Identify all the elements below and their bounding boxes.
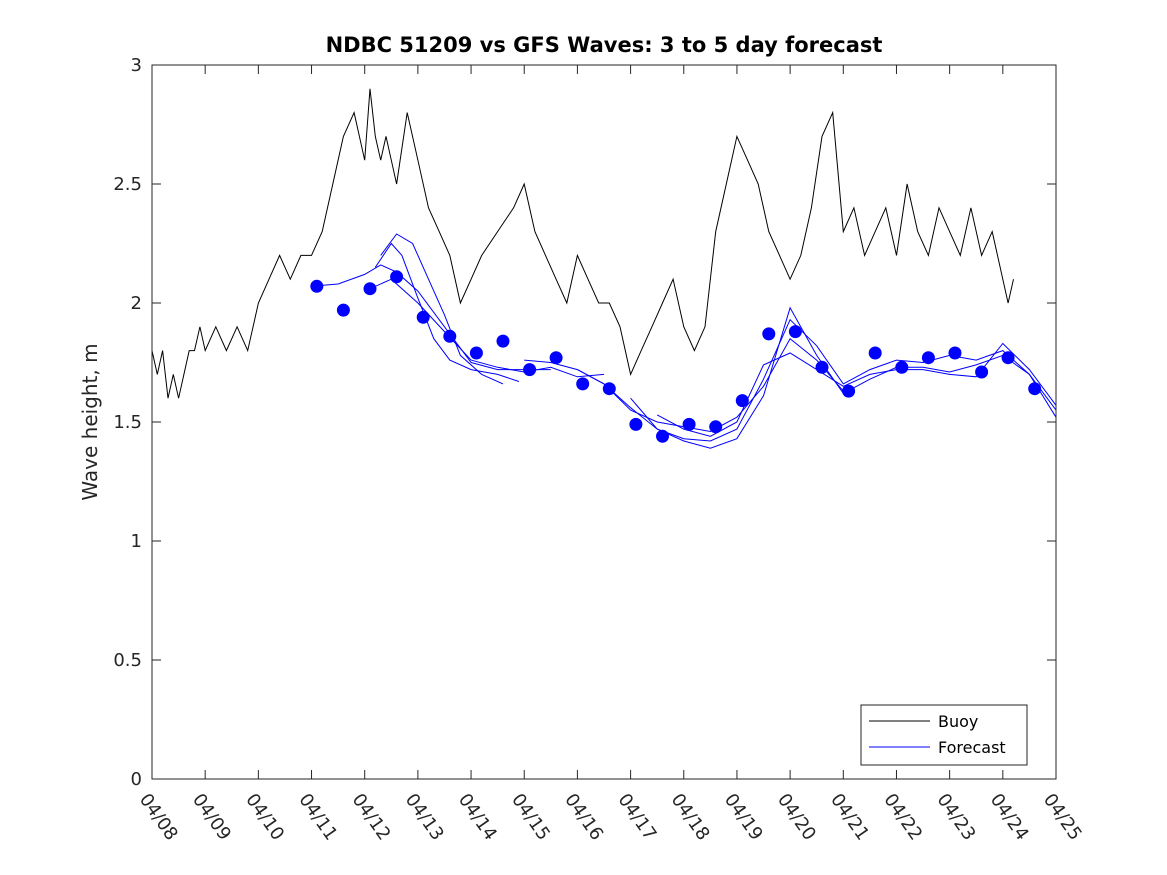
forecast-marker <box>469 346 483 360</box>
forecast-run-line-3 <box>380 233 504 385</box>
forecast-marker <box>443 329 457 343</box>
y-tick-label: 1.5 <box>113 412 142 433</box>
forecast-marker <box>975 365 989 379</box>
y-axis-label: Wave height, m <box>78 343 102 500</box>
forecast-marker <box>868 346 882 360</box>
forecast-marker <box>709 420 723 434</box>
forecast-marker <box>921 351 935 365</box>
forecast-run-line-2 <box>374 242 520 382</box>
forecast-marker <box>735 394 749 408</box>
forecast-marker <box>336 303 350 317</box>
chart-title: NDBC 51209 vs GFS Waves: 3 to 5 day fore… <box>326 33 883 57</box>
y-tick-label: 2 <box>131 293 142 314</box>
forecast-marker <box>948 346 962 360</box>
forecast-marker <box>523 363 537 377</box>
legend-forecast-label: Forecast <box>938 738 1006 757</box>
forecast-marker <box>390 270 404 284</box>
forecast-run-line-1 <box>364 278 605 378</box>
forecast-marker <box>682 417 696 431</box>
plot-area <box>152 65 1056 779</box>
forecast-marker <box>602 382 616 396</box>
forecast-run-line-7 <box>656 342 1057 437</box>
forecast-marker <box>895 360 909 374</box>
legend-buoy-label: Buoy <box>938 712 978 731</box>
series-layer <box>151 88 1057 449</box>
legend-box <box>860 704 1028 766</box>
y-tick-label: 0.5 <box>113 650 142 671</box>
legend: Buoy Forecast <box>860 704 1028 766</box>
forecast-marker <box>656 429 669 443</box>
forecast-marker <box>310 279 324 293</box>
forecast-marker <box>842 384 856 398</box>
forecast-marker <box>576 377 590 391</box>
forecast-marker <box>1001 351 1015 365</box>
forecast-marker <box>1028 382 1042 396</box>
y-tick-label: 2.5 <box>113 174 142 195</box>
forecast-marker <box>416 310 430 324</box>
forecast-marker <box>815 360 829 374</box>
forecast-marker <box>363 282 377 296</box>
forecast-marker <box>496 334 510 348</box>
forecast-marker <box>762 327 776 341</box>
forecast-marker <box>788 325 802 339</box>
y-tick-label: 1 <box>131 531 142 552</box>
forecast-run-line-0 <box>311 264 551 371</box>
buoy-series-line <box>151 88 1014 399</box>
y-tick-label: 3 <box>131 55 142 76</box>
y-tick-label: 0 <box>131 769 142 790</box>
forecast-marker <box>629 417 643 431</box>
forecast-marker <box>549 351 563 365</box>
